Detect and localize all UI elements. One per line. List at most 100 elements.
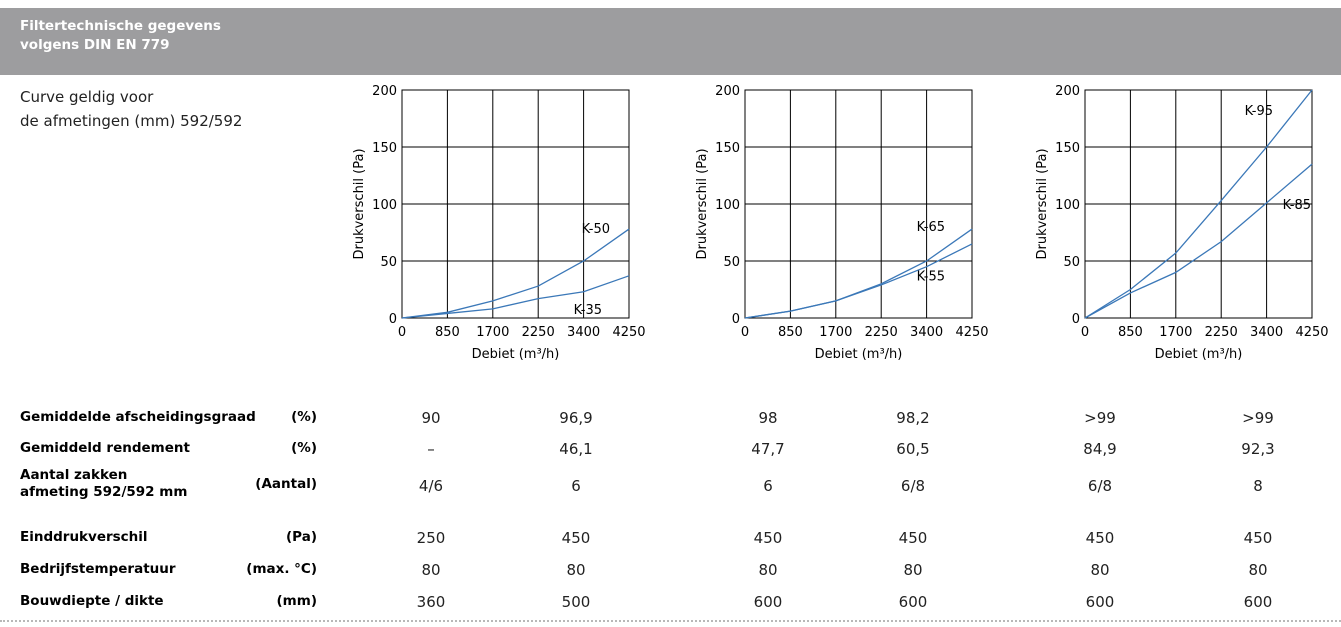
top-border	[0, 0, 1341, 6]
row-unit: (%)	[291, 409, 317, 425]
x-tick-label: 2250	[1205, 325, 1238, 340]
row-unit: (Aantal)	[255, 476, 317, 492]
table-cell: 60,5	[896, 440, 930, 458]
series-line-k-85	[1084, 163, 1313, 319]
y-tick-label: 200	[1055, 84, 1080, 99]
x-tick-label: 850	[1118, 325, 1143, 340]
x-axis-label: Debiet (m³/h)	[815, 347, 903, 362]
table-cell: 80	[566, 561, 586, 579]
x-tick-label: 2250	[522, 325, 555, 340]
series-label: K-95	[1245, 104, 1273, 119]
table-cell: 450	[753, 529, 783, 547]
header-title-line-2: volgens DIN EN 779	[20, 37, 170, 53]
x-tick-label: 1700	[819, 325, 852, 340]
row-label: Einddrukverschil	[20, 529, 148, 545]
pressure-chart-3: 0 50 100 150 200 0 850 1700 2250 3400 4250 Debiet (…	[1035, 84, 1329, 362]
x-tick-label: 4250	[612, 325, 645, 340]
table-cell: 80	[758, 561, 778, 579]
y-axis-label: Drukverschil (Pa)	[352, 148, 367, 259]
y-axis-label: Drukverschil (Pa)	[695, 148, 710, 259]
x-tick-label: 4250	[955, 325, 988, 340]
y-tick-label: 150	[1055, 141, 1080, 156]
table-cell: 6/8	[900, 477, 926, 495]
table-cell: –	[427, 440, 435, 458]
table-cell: 92,3	[1241, 440, 1275, 458]
table-cell: 80	[1090, 561, 1110, 579]
y-tick-label: 50	[1063, 255, 1080, 270]
row-unit: (max. °C)	[246, 561, 317, 577]
y-tick-label: 100	[715, 198, 740, 213]
table-cell: 96,9	[559, 409, 593, 427]
table-cell: 80	[421, 561, 441, 579]
table-cell: 600	[898, 593, 928, 611]
table-cell: 6	[763, 477, 773, 495]
y-tick-label: 150	[372, 141, 397, 156]
x-tick-label: 850	[778, 325, 803, 340]
curve-note-line-1: Curve geldig voor	[20, 88, 154, 106]
curve-note-line-2: de afmetingen (mm) 592/592	[20, 112, 243, 130]
row-unit: (mm)	[276, 593, 317, 609]
table-cell: 450	[898, 529, 928, 547]
x-axis-label: Debiet (m³/h)	[472, 347, 560, 362]
table-cell: 600	[1085, 593, 1115, 611]
table-cell: >99	[1084, 409, 1116, 427]
series-line-k-55	[744, 243, 973, 319]
bottom-dotted-divider	[0, 620, 1341, 622]
x-tick-label: 0	[1081, 325, 1089, 340]
row-label: Gemiddelde afscheidingsgraad	[20, 409, 256, 425]
series-label: K-50	[582, 222, 610, 237]
table-cell: 250	[416, 529, 446, 547]
table-cell: 98,2	[896, 409, 930, 427]
y-tick-label: 0	[389, 312, 397, 327]
series-line-k-95	[1084, 89, 1313, 319]
table-cell: 450	[1085, 529, 1115, 547]
x-tick-label: 1700	[476, 325, 509, 340]
y-tick-label: 200	[715, 84, 740, 99]
table-cell: 47,7	[751, 440, 785, 458]
header-title-line-1: Filtertechnische gegevens	[20, 18, 221, 34]
table-cell: 80	[1248, 561, 1268, 579]
y-tick-label: 50	[723, 255, 740, 270]
x-tick-label: 3400	[567, 325, 600, 340]
y-tick-label: 100	[1055, 198, 1080, 213]
series-line-k-35	[401, 275, 630, 319]
table-cell: 4/6	[418, 477, 444, 495]
x-tick-label: 1700	[1159, 325, 1192, 340]
section-header: Filtertechnische gegevens volgens DIN EN…	[0, 8, 1341, 75]
table-cell: 600	[753, 593, 783, 611]
row-label: Aantal zakken afmeting 592/592 mm	[20, 467, 188, 500]
row-label: Gemiddeld rendement	[20, 440, 190, 456]
table-cell: 450	[561, 529, 591, 547]
table-cell: 84,9	[1083, 440, 1117, 458]
row-label: Bedrijfstemperatuur	[20, 561, 176, 577]
table-cell: 450	[1243, 529, 1273, 547]
x-tick-label: 850	[435, 325, 460, 340]
x-tick-label: 3400	[910, 325, 943, 340]
x-tick-label: 4250	[1295, 325, 1328, 340]
row-unit: (%)	[291, 440, 317, 456]
series-label: K-55	[917, 270, 945, 285]
x-tick-label: 0	[741, 325, 749, 340]
x-tick-label: 2250	[865, 325, 898, 340]
row-unit: (Pa)	[286, 529, 317, 545]
y-tick-label: 50	[380, 255, 397, 270]
pressure-chart-2: 0 50 100 150 200 0 850 1700 2250 3400 4250 Debiet (…	[695, 84, 989, 362]
y-axis-label: Drukverschil (Pa)	[1035, 148, 1050, 259]
table-cell: 80	[903, 561, 923, 579]
table-cell: 360	[416, 593, 446, 611]
series-label: K-35	[574, 303, 602, 318]
table-cell: >99	[1242, 409, 1274, 427]
y-tick-label: 100	[372, 198, 397, 213]
y-tick-label: 0	[1072, 312, 1080, 327]
table-cell: 8	[1253, 477, 1263, 495]
series-line-k-50	[401, 228, 630, 319]
y-tick-label: 200	[372, 84, 397, 99]
table-cell: 500	[561, 593, 591, 611]
table-cell: 6/8	[1087, 477, 1113, 495]
table-cell: 600	[1243, 593, 1273, 611]
y-tick-label: 0	[732, 312, 740, 327]
table-cell: 6	[571, 477, 581, 495]
series-label: K-85	[1283, 198, 1311, 213]
table-cell: 46,1	[559, 440, 593, 458]
table-cell: 90	[421, 409, 441, 427]
